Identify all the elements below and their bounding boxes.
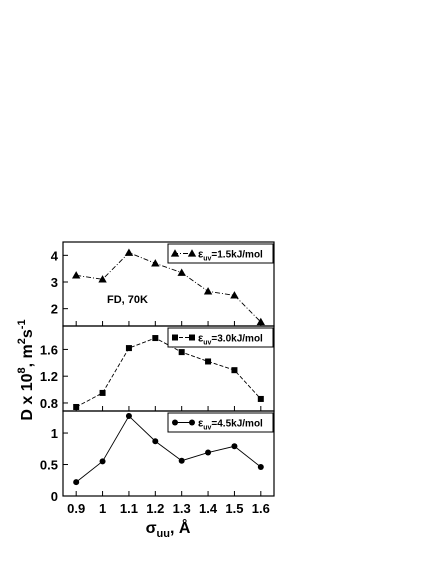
panel-1-data-point: [230, 291, 239, 299]
panel-3-y-tick-label: 1: [51, 426, 58, 441]
panel-1-data-point: [151, 259, 160, 267]
panel-1-legend-subscript: uv: [203, 256, 211, 263]
panel-2-data-point: [178, 349, 185, 356]
panel-2-data-point: [125, 345, 132, 352]
panel-2-y-tick-label: 1.6: [40, 342, 58, 357]
panel-3-y-tick-label: 0.5: [40, 458, 58, 473]
x-axis-subscript: uu: [157, 528, 170, 540]
panel-1-data-point: [124, 248, 134, 256]
x-axis-symbol: σ: [146, 520, 157, 537]
panel-2-legend-value: =3.0kJ/mol: [211, 334, 263, 345]
panel-2-y-tick-label: 1.2: [40, 369, 58, 384]
chart-marks: 234 εuv=1.5kJ/mol0.81.21.6εuv=3.0kJ/mol00…: [40, 241, 275, 516]
panel-2-legend-subscript: uv: [203, 340, 211, 347]
panel-3-data-point: [99, 458, 106, 465]
panel-1-y-tick-label: 2: [51, 302, 58, 317]
panel-1-legend-marker: [187, 249, 197, 257]
panel-2-data-point: [73, 403, 80, 410]
panel-3-data-point: [125, 413, 132, 420]
panel-3-frame: [62, 410, 275, 497]
panel-1-legend-value: =1.5kJ/mol: [211, 250, 263, 261]
panel-3-series-line: [75, 415, 262, 483]
x-axis-suffix: , Å: [170, 518, 191, 537]
x-tick-label: 1.3: [173, 501, 191, 516]
panel-1-data-point: [256, 317, 266, 326]
panel-3-data-point: [257, 464, 264, 471]
x-tick-label: 1.5: [225, 501, 243, 516]
panel-1-data-point: [98, 275, 107, 283]
panel-2-data-point: [99, 389, 106, 396]
panel-1-y-tick-label: 3: [51, 275, 58, 290]
panel-3-legend-label: εuv=4.5kJ/mol: [198, 418, 263, 432]
y-axis-sup-1: 8: [16, 367, 28, 373]
y-axis-sup-3: -1: [16, 319, 28, 329]
panel-2-y-tick-label: 0.8: [40, 396, 58, 411]
panel-2-legend-marker: [189, 334, 195, 341]
panel-1-y-tick-label: 4: [51, 248, 59, 263]
panel-1-legend-symbol: ε: [198, 249, 204, 261]
panel-1-data-point: [71, 271, 81, 279]
panel-1-legend-box: [167, 243, 274, 264]
panel-3-legend-marker: [172, 419, 178, 426]
panel-3-legend-subscript: uv: [203, 425, 211, 432]
x-tick-label: 1: [99, 501, 106, 516]
panel-3-legend-symbol: ε: [198, 418, 204, 430]
panel-annotation: FD, 70K: [107, 294, 148, 306]
panel-1-data-point: [177, 268, 186, 276]
y-axis-title: D x 108, m2s-1: [16, 319, 36, 420]
x-tick-label: 0.9: [67, 501, 85, 516]
panel-2-legend-marker: [172, 334, 178, 341]
y-axis-s: s: [19, 329, 36, 338]
x-tick-label: 1.1: [120, 501, 138, 516]
x-tick-label: 1.4: [199, 501, 218, 516]
panel-3-data-point: [152, 438, 159, 445]
panel-2-data-point: [257, 395, 264, 402]
panel-3-data-point: [231, 443, 238, 450]
panel-3-legend-marker: [189, 419, 195, 426]
panel-2-data-point: [205, 358, 212, 365]
panel-2-series-line: [75, 337, 262, 408]
x-axis-title: σuu, Å: [146, 518, 191, 540]
panel-1-legend-label: εuv=1.5kJ/mol: [198, 249, 263, 263]
y-axis-base: D x 10: [19, 373, 36, 420]
panel-3-y-tick-label: 0: [51, 489, 58, 504]
panel-3-data-point: [178, 457, 185, 464]
panel-2-legend-symbol: ε: [198, 333, 204, 345]
panel-3-legend-value: =4.5kJ/mol: [211, 419, 263, 430]
panel-3-data-point: [205, 449, 212, 456]
panel-3-data-point: [73, 479, 80, 486]
y-axis-sup-2: 2: [16, 338, 28, 344]
y-axis-mid: , m: [19, 344, 36, 367]
panel-3-legend-box: [167, 412, 274, 433]
x-tick-label: 1.6: [252, 501, 270, 516]
panel-2-legend-box: [167, 327, 274, 348]
panel-1-legend-marker: [170, 249, 180, 257]
panel-2-legend-label: εuv=3.0kJ/mol: [198, 333, 263, 347]
panel-1-data-point: [203, 287, 213, 295]
panel-2-data-point: [231, 367, 238, 374]
panel-2-data-point: [152, 335, 159, 342]
x-tick-label: 1.2: [146, 501, 164, 516]
panel-1-series-line: [76, 252, 262, 323]
